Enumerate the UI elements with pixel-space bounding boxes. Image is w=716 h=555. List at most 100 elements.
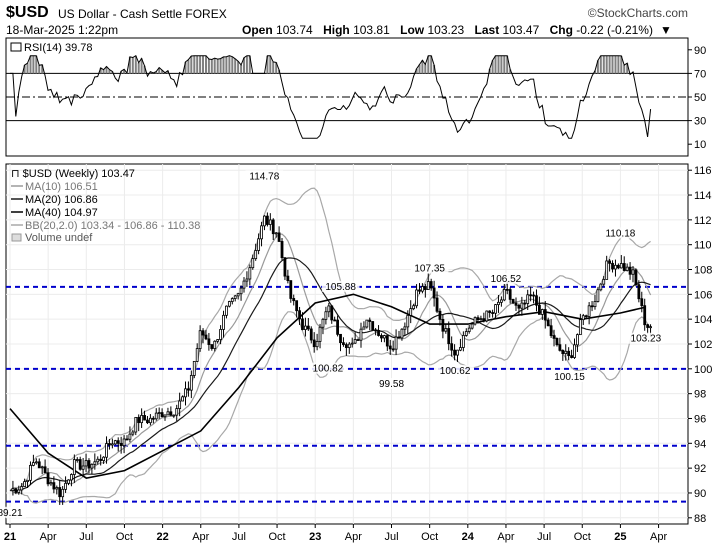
candle-down (333, 319, 337, 322)
legend-ma40: MA(40) 104.97 (25, 207, 98, 219)
candle-up (494, 304, 497, 314)
x-tick-label: Apr (345, 531, 362, 543)
candle-down (628, 266, 632, 275)
candle-down (561, 349, 565, 355)
candle-down (330, 305, 334, 321)
y-tick-label: 98 (694, 389, 706, 401)
candle-up (596, 289, 600, 302)
candle-up (192, 360, 196, 376)
x-tick-label: 25 (614, 531, 626, 543)
brand-label[interactable]: ©StockCharts.com (587, 6, 688, 20)
candle-up (128, 433, 132, 440)
candle-up (64, 482, 67, 490)
annotation-bg (375, 378, 408, 390)
candle-down (590, 305, 594, 308)
candle-down (535, 295, 538, 306)
candle-up (382, 335, 386, 339)
candle-down (514, 302, 518, 306)
candle-up (268, 219, 272, 225)
candle-down (204, 334, 208, 340)
candle-up (347, 343, 351, 349)
x-tick-label: Oct (421, 531, 438, 543)
candle-up (166, 411, 170, 416)
low-label: Low (400, 23, 425, 37)
candle-down (441, 319, 445, 332)
candle-up (122, 438, 126, 447)
candle-up (470, 323, 474, 329)
candle-up (72, 459, 76, 475)
candle-down (380, 335, 383, 339)
candle-up (96, 458, 100, 463)
candle-down (271, 219, 275, 235)
legend-ma20: MA(20) 106.86 (25, 194, 98, 206)
annotation-bg (436, 365, 474, 377)
candle-down (491, 312, 495, 314)
candle-up (105, 443, 108, 458)
x-tick-label: Oct (268, 531, 285, 543)
candle-up (26, 479, 29, 482)
candle-down (146, 419, 149, 424)
annotation-bg (410, 262, 449, 274)
y-tick-label: 100 (694, 364, 712, 376)
candle-up (409, 308, 413, 316)
x-tick-label: Jul (384, 531, 398, 543)
rsi-line (10, 54, 652, 139)
y-tick-label: 104 (694, 314, 712, 326)
candle-up (198, 330, 202, 350)
candle-up (245, 278, 249, 282)
candle-up (195, 348, 199, 362)
candle-down (210, 344, 214, 349)
ma10-line (9, 233, 652, 492)
ma40-line (9, 293, 646, 479)
candle-up (49, 482, 53, 485)
moving-averages (9, 233, 652, 492)
candle-down (637, 284, 641, 300)
candle-up (400, 328, 404, 339)
candle-up (230, 298, 234, 302)
candle-down (306, 325, 310, 330)
candle-up (540, 309, 544, 315)
candle-up (225, 305, 228, 316)
candle-up (29, 464, 32, 481)
candle-down (342, 342, 345, 346)
candle-down (143, 415, 146, 421)
candle-down (482, 318, 486, 322)
y-tick-label: 96 (694, 413, 706, 425)
candle-down (438, 310, 442, 320)
bb-upper (9, 187, 651, 492)
candle-down (309, 328, 313, 341)
rsi-legend-icon (10, 42, 22, 52)
candle-down (517, 304, 521, 309)
candle-up (227, 301, 231, 307)
candle-up (573, 344, 576, 358)
candle-down (46, 472, 50, 485)
candle-down (418, 289, 421, 292)
candle-up (34, 461, 38, 464)
legend-volume: Volume undef (25, 232, 93, 244)
candle-up (233, 295, 237, 299)
candle-up (81, 465, 85, 470)
rsi-tick-label: 10 (694, 139, 706, 151)
candle-down (543, 309, 547, 321)
candle-down (385, 335, 389, 347)
candle-down (447, 328, 451, 345)
candle-up (219, 329, 222, 340)
candle-down (286, 275, 290, 282)
candle-up (412, 305, 416, 310)
candle-up (631, 269, 635, 275)
legend-ma10: MA(10) 106.51 (25, 181, 98, 193)
x-tick-label: Oct (574, 531, 591, 543)
candle-up (426, 281, 430, 290)
price-panel: 116114112110108106104102100989694929088 … (0, 163, 712, 543)
rsi-panel: 90 70 50 30 10 RSI(14) 39.78 (5, 37, 706, 157)
y-tick-label: 106 (694, 289, 712, 301)
candle-down (78, 459, 82, 470)
y-tick-label: 110 (694, 240, 712, 252)
candle-up (605, 260, 609, 280)
candle-up (365, 319, 369, 328)
candle-up (327, 305, 331, 313)
y-tick-label: 114 (694, 190, 712, 202)
candle-down (58, 487, 62, 498)
candle-down (532, 294, 535, 297)
dropdown-arrow-icon[interactable]: ▼ (659, 23, 672, 37)
